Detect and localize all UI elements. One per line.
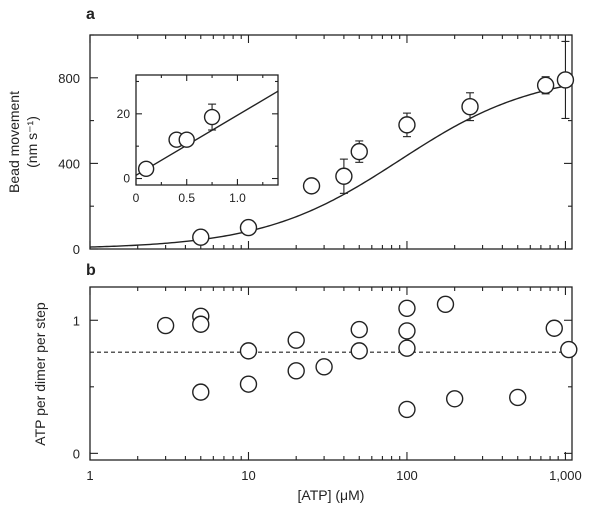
panel-b-y-axis-title: ATP per dimer per step (32, 302, 48, 446)
panel-b-data-point (398, 299, 416, 317)
inset-tick-labels: 0 0.5 1.0 0 20 (117, 107, 246, 205)
panel-a-data-point (398, 116, 416, 134)
panel-b-data-point (350, 342, 368, 360)
panel-a-letter: a (86, 6, 95, 23)
inset-data-point (203, 108, 221, 126)
panel-b-data-point (156, 316, 175, 335)
panel-b-ticks (89, 287, 572, 460)
panel-b-data-point (560, 340, 578, 359)
inset-x-tick-label: 0 (133, 191, 140, 205)
panel-b-letter: b (86, 262, 96, 279)
inset-y-tick-label: 20 (117, 107, 131, 121)
panel-a-frame (89, 34, 573, 250)
panel-b-x-tick-label: 10 (241, 468, 255, 483)
inset-fit-line (135, 90, 279, 176)
inset-ticks (135, 75, 278, 185)
panel-b-x-tick-label: 1,000 (549, 468, 582, 483)
panel-b-y-tick-labels: 01 (73, 313, 80, 461)
panel-a-data-point (192, 228, 210, 246)
panel-a-data-point (239, 218, 258, 237)
panel-a-fit-line (89, 84, 573, 248)
inset: 0 0.5 1.0 0 20 (117, 74, 279, 205)
x-axis-title: [ATP] (μM) (298, 487, 365, 503)
panel-b-data-point (350, 320, 368, 339)
panel-a-data-point (556, 71, 575, 89)
panel-a-data-point (350, 142, 368, 161)
panel-a-data-point (302, 177, 321, 195)
panel-b-x-tick-label: 1 (86, 468, 93, 483)
panel-b-data-point (239, 375, 258, 393)
panel-b-frame (89, 286, 573, 461)
inset-y-tick-label: 0 (123, 172, 130, 186)
panel-a-ticks (89, 34, 572, 250)
panel-b-data-point (192, 315, 210, 333)
inset-frame (135, 74, 279, 186)
inset-x-tick-label: 0.5 (178, 191, 195, 205)
panel-a-y-tick-label: 0 (73, 242, 80, 257)
panel-a-y-axis-unit: (nm s⁻¹) (24, 116, 40, 168)
inset-data-point (178, 131, 195, 148)
inset-points (137, 103, 221, 178)
panel-b-data-point (398, 322, 416, 340)
panel-b-data-point (287, 362, 305, 380)
panel-b-x-tick-label: 100 (396, 468, 418, 483)
panel-a-y-axis-title: Bead movement (6, 91, 22, 193)
panel-b-y-tick-label: 0 (73, 446, 80, 461)
panel-a-points (192, 40, 575, 246)
panel-b-data-point (545, 319, 563, 337)
panel-a-data-point (461, 97, 479, 116)
panel-b-data-point (509, 388, 527, 407)
panel-b-data-point (398, 400, 416, 419)
panel-b-data-point (287, 331, 305, 349)
panel-b-data-point (239, 342, 258, 360)
panel-a-data-point (335, 167, 353, 185)
panel-b-x-tick-labels: 1 10 100 1,000 (86, 468, 581, 483)
panel-b-data-point (436, 295, 455, 313)
panel-b-data-point (192, 383, 210, 401)
panel-a-fit-curve (89, 84, 573, 248)
panel-a-y-tick-label: 400 (58, 156, 80, 171)
panel-b: b 01 1 10 100 1,000 ATP per dimer per step … (32, 262, 582, 503)
panel-a-y-tick-label: 800 (58, 71, 80, 86)
panel-b-data-point (398, 339, 416, 357)
panel-b-y-tick-label: 1 (73, 313, 80, 328)
panel-b-data-point (445, 390, 464, 408)
panel-b-points (156, 295, 578, 419)
inset-line (135, 90, 279, 176)
panel-a: a 0 400 800 Bead movement (nm s⁻¹) 0 0.5 1.0… (6, 6, 575, 257)
inset-data-point (137, 160, 155, 178)
panel-b-data-point (315, 358, 333, 376)
inset-x-tick-label: 1.0 (229, 191, 246, 205)
panel-a-data-point (536, 76, 555, 94)
panel-a-y-tick-labels: 0 400 800 (58, 71, 80, 257)
